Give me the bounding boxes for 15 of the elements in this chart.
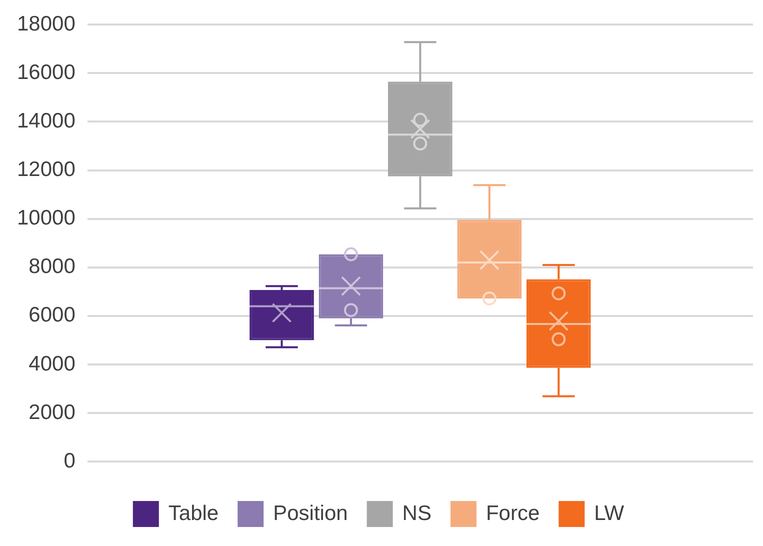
y-tick-label: 12000 [16,158,76,182]
y-tick-label: 18000 [16,12,76,36]
y-tick-label: 0 [64,449,76,472]
legend-label: LW [594,502,624,525]
legend-label: Force [486,502,540,525]
legend-label: Table [168,502,219,525]
y-tick-label: 14000 [16,110,76,133]
legend-label: Position [273,502,348,525]
legend-label: NS [402,502,432,525]
y-tick-label: 16000 [16,60,76,84]
y-tick-label: 2000 [28,400,76,424]
y-tick-label: 4000 [28,352,76,376]
y-tick-label: 10000 [16,206,76,230]
y-tick-label: 6000 [28,304,76,327]
y-tick-label: 8000 [28,255,76,278]
